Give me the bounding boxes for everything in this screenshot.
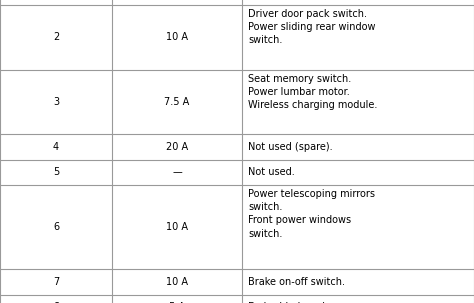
Text: 8: 8 [53, 302, 59, 303]
Text: 4: 4 [53, 142, 59, 152]
Text: Seat memory switch.
Power lumbar motor.
Wireless charging module.: Seat memory switch. Power lumbar motor. … [248, 74, 377, 110]
Text: 5 A: 5 A [169, 302, 185, 303]
Text: 20 A: 20 A [166, 142, 188, 152]
Text: Driver door pack switch.
Power sliding rear window
switch.: Driver door pack switch. Power sliding r… [248, 9, 375, 45]
Text: 7: 7 [53, 277, 59, 287]
Text: 5: 5 [53, 167, 59, 177]
Text: 10 A: 10 A [166, 32, 188, 42]
Text: Not used.: Not used. [248, 167, 295, 177]
Text: 10 A: 10 A [166, 277, 188, 287]
Text: Not used (spare).: Not used (spare). [248, 142, 333, 152]
Text: 2: 2 [53, 32, 59, 42]
Text: 6: 6 [53, 222, 59, 232]
Text: 7.5 A: 7.5 A [164, 97, 190, 107]
Text: Brake on-off switch.: Brake on-off switch. [248, 277, 345, 287]
Text: 10 A: 10 A [166, 222, 188, 232]
Text: Power telescoping mirrors
switch.
Front power windows
switch.: Power telescoping mirrors switch. Front … [248, 189, 375, 238]
Text: —: — [172, 167, 182, 177]
Text: 3: 3 [53, 97, 59, 107]
Text: Embedded modem.: Embedded modem. [248, 302, 343, 303]
